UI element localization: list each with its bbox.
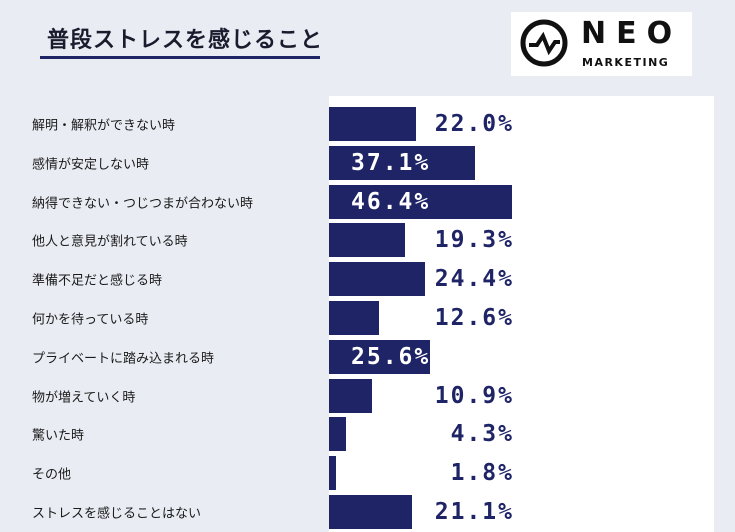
value-label: 4.3%: [450, 421, 514, 448]
bar: [329, 184, 512, 219]
bar: [329, 417, 346, 452]
logo-text: NEO: [581, 16, 683, 51]
category-label: 何かを待っている時: [32, 312, 149, 328]
value-label: 25.6%: [351, 343, 431, 370]
category-label: 納得できない・つじつまが合わない時: [32, 196, 254, 212]
category-label: ストレスを感じることはない: [32, 506, 202, 522]
value-label: 1.8%: [450, 460, 514, 487]
value-label: 37.1%: [351, 149, 431, 176]
bar: [329, 378, 372, 413]
bar: [329, 223, 406, 258]
bar: [329, 495, 413, 529]
bar: [329, 145, 476, 180]
bar: [329, 262, 426, 297]
chart-title: 普段ストレスを感じること: [47, 28, 324, 53]
value-label: 22.0%: [434, 111, 514, 137]
title-underline: [40, 56, 320, 59]
category-label: 感情が安定しない時: [32, 157, 150, 173]
category-label: 驚いた時: [32, 428, 85, 444]
category-label: プライベートに踏み込まれる時: [32, 351, 215, 367]
bar: [329, 456, 337, 491]
bar: [329, 339, 430, 374]
value-label: 19.3%: [434, 227, 514, 254]
value-label: 24.4%: [434, 266, 514, 293]
category-label: 他人と意見が割れている時: [32, 234, 188, 250]
category-label: 準備不足だと感じる時: [32, 273, 163, 289]
value-label: 21.1%: [434, 499, 514, 525]
value-label: 10.9%: [434, 382, 514, 409]
value-label: 46.4%: [351, 188, 431, 215]
neo-marketing-logo: NEO MARKETING: [511, 12, 692, 76]
value-label: 12.6%: [434, 305, 514, 331]
logo-mark-icon: [520, 19, 568, 67]
category-label: その他: [32, 467, 72, 483]
bar: [329, 301, 379, 335]
category-label: 解明・解釈ができない時: [32, 118, 176, 134]
logo-subtext: MARKETING: [582, 56, 670, 69]
bar: [329, 107, 416, 141]
category-label: 物が増えていく時: [32, 390, 136, 406]
